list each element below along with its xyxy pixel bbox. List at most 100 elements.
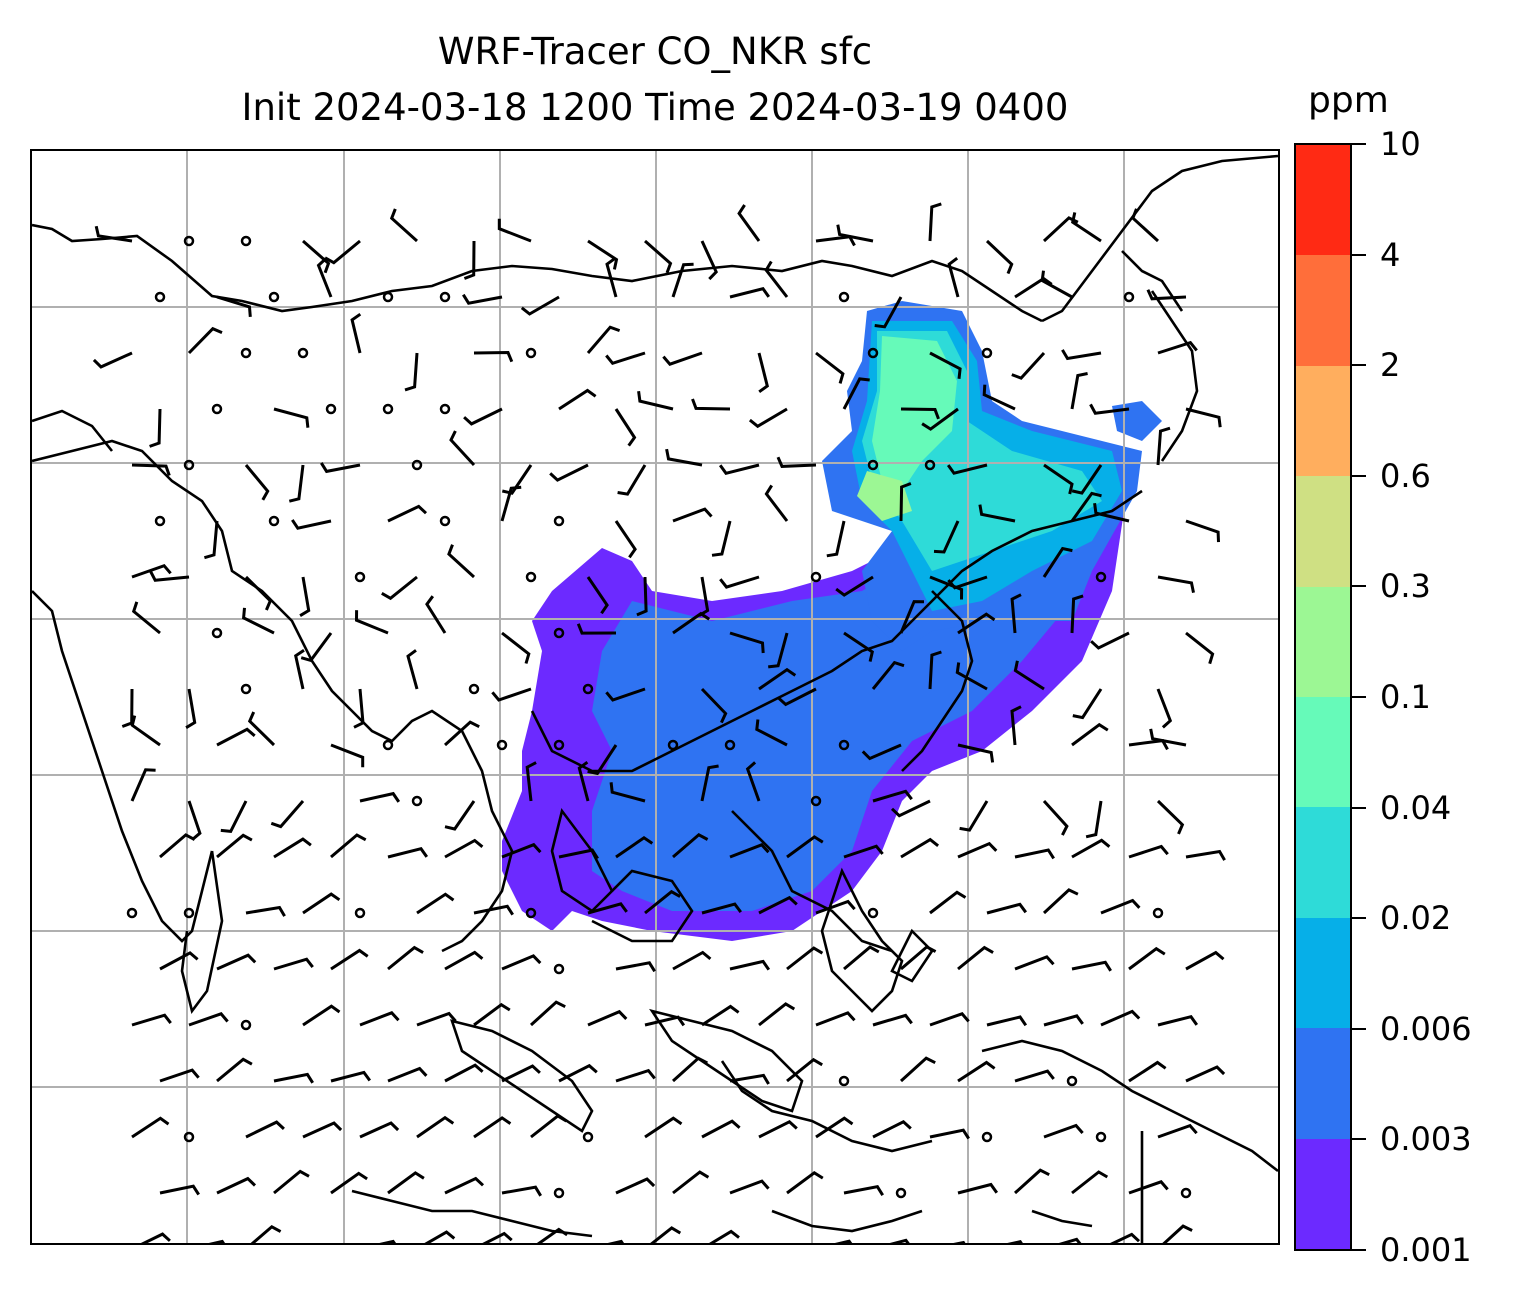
wind-barb [1185, 849, 1226, 861]
colorbar-segment [1296, 365, 1350, 477]
wind-barb [900, 837, 940, 859]
chart-title-line1: WRF-Tracer CO_NKR sfc [437, 30, 873, 73]
wind-barb [701, 902, 742, 915]
wind-barb [786, 1170, 824, 1195]
wind-barb [605, 257, 618, 298]
wind-barb [748, 407, 788, 429]
wind-barb [1128, 1060, 1167, 1083]
wind-barb [1146, 289, 1187, 301]
colorbar-tick [1352, 917, 1366, 920]
tracer-plume [502, 301, 1162, 941]
wind-barb [131, 601, 161, 635]
wind-barb [928, 202, 942, 242]
wind-barb [755, 719, 788, 747]
wind-barb [387, 504, 428, 523]
wind-barb [245, 1120, 285, 1139]
wind-barb [387, 846, 429, 859]
wind-barb [473, 904, 514, 916]
wind-barb [1185, 407, 1222, 428]
wind-barb [288, 464, 305, 503]
wind-barb [473, 350, 514, 363]
wind-barb [185, 688, 197, 729]
wind-barb [529, 1000, 566, 1027]
calm-marker [838, 1075, 850, 1087]
calm-marker [924, 459, 936, 471]
wind-barb [758, 1002, 796, 1027]
wind-barb [244, 464, 270, 501]
calm-marker [1095, 1131, 1107, 1143]
wind-barb [1156, 688, 1173, 729]
wind-barb [701, 1004, 740, 1027]
wind-barb [815, 899, 856, 915]
wind-barb [549, 463, 589, 482]
calm-marker [154, 515, 166, 527]
wind-barb [558, 848, 599, 860]
wind-barb [387, 1066, 428, 1083]
wind-barb [900, 945, 937, 971]
calm-marker [553, 739, 565, 751]
wind-barb [1058, 1237, 1082, 1243]
colorbar-segment [1296, 1028, 1350, 1140]
calm-marker [325, 403, 337, 415]
wind-barb [899, 482, 912, 522]
wind-barb [203, 520, 219, 560]
wind-barb [1072, 688, 1103, 720]
wind-barb [1013, 660, 1045, 691]
wind-barb [957, 945, 994, 971]
plume-region-east [1112, 401, 1162, 441]
wind-barb [1156, 799, 1185, 835]
wind-barb [615, 835, 654, 859]
wind-barb [1013, 1168, 1050, 1195]
wind-barb [131, 1116, 170, 1139]
colorbar-tick-label: 0.001 [1380, 1231, 1472, 1269]
wind-barb [130, 768, 156, 802]
calm-marker [582, 683, 594, 695]
wind-barb [1042, 216, 1079, 243]
wind-barb [672, 611, 711, 635]
calm-marker [183, 907, 195, 919]
coastlines [32, 154, 1278, 1243]
wind-barb [416, 892, 455, 915]
wind-barb [379, 1239, 397, 1243]
wind-barb [874, 296, 903, 329]
calm-marker [496, 739, 508, 751]
wind-barb [131, 463, 171, 476]
wind-barb [525, 761, 537, 802]
wind-barb [482, 1231, 513, 1243]
calm-marker [667, 739, 679, 751]
wind-barb [786, 835, 824, 859]
wind-barb [353, 688, 365, 729]
calm-marker [867, 459, 879, 471]
wind-barb [776, 456, 817, 468]
wind-barb [900, 407, 940, 420]
wind-barb [1070, 594, 1084, 634]
wind-barb [216, 1176, 257, 1195]
wind-barb [764, 260, 789, 298]
colorbar-tick [1352, 474, 1366, 477]
wind-barb [615, 1177, 656, 1195]
wind-barb [1071, 722, 1109, 747]
wind-barb [536, 1227, 568, 1243]
wind-barb [1042, 799, 1069, 836]
wind-barb [662, 351, 703, 366]
calm-marker [1123, 291, 1135, 303]
calm-marker [126, 907, 138, 919]
calm-marker [525, 907, 537, 919]
wind-barb [826, 520, 846, 558]
wind-barb [700, 764, 719, 802]
wind-barb [270, 800, 305, 829]
wind-barb [330, 743, 365, 768]
wind-barb [273, 1169, 310, 1195]
calm-marker [1152, 907, 1164, 919]
colorbar-tick-label: 0.02 [1380, 899, 1452, 938]
wind-barb [636, 576, 648, 617]
wind-barb [1010, 593, 1022, 634]
wind-barb [497, 218, 532, 243]
wind-barb [387, 1171, 425, 1195]
wind-barb [986, 1015, 1028, 1027]
calm-marker [183, 235, 195, 247]
wind-barb [473, 1116, 512, 1139]
calm-marker [525, 571, 537, 583]
wind-barb [614, 520, 637, 559]
wind-barb [188, 1012, 229, 1027]
